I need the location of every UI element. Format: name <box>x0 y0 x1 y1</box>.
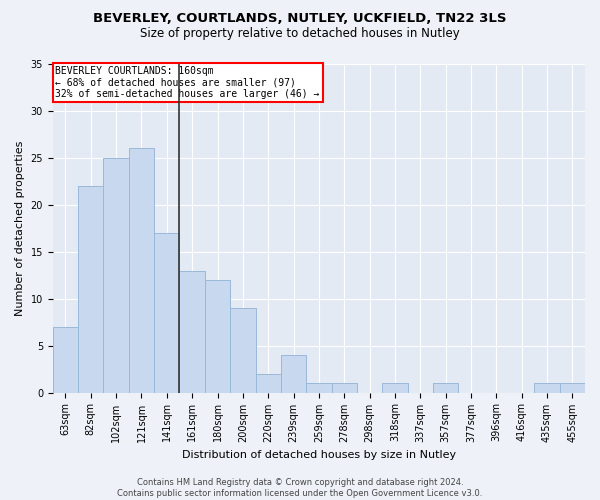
Bar <box>230 308 256 392</box>
Bar <box>179 270 205 392</box>
Text: BEVERLEY COURTLANDS: 160sqm
← 68% of detached houses are smaller (97)
32% of sem: BEVERLEY COURTLANDS: 160sqm ← 68% of det… <box>55 66 320 99</box>
Bar <box>535 383 560 392</box>
Bar <box>281 355 306 393</box>
Bar <box>433 383 458 392</box>
Bar <box>560 383 585 392</box>
Y-axis label: Number of detached properties: Number of detached properties <box>15 140 25 316</box>
Bar <box>382 383 407 392</box>
Bar <box>154 233 179 392</box>
Bar <box>129 148 154 392</box>
X-axis label: Distribution of detached houses by size in Nutley: Distribution of detached houses by size … <box>182 450 456 460</box>
Bar <box>53 327 78 392</box>
Text: BEVERLEY, COURTLANDS, NUTLEY, UCKFIELD, TN22 3LS: BEVERLEY, COURTLANDS, NUTLEY, UCKFIELD, … <box>93 12 507 26</box>
Bar <box>306 383 332 392</box>
Bar <box>205 280 230 392</box>
Bar <box>78 186 103 392</box>
Text: Size of property relative to detached houses in Nutley: Size of property relative to detached ho… <box>140 28 460 40</box>
Text: Contains HM Land Registry data © Crown copyright and database right 2024.
Contai: Contains HM Land Registry data © Crown c… <box>118 478 482 498</box>
Bar <box>332 383 357 392</box>
Bar <box>256 374 281 392</box>
Bar <box>103 158 129 392</box>
